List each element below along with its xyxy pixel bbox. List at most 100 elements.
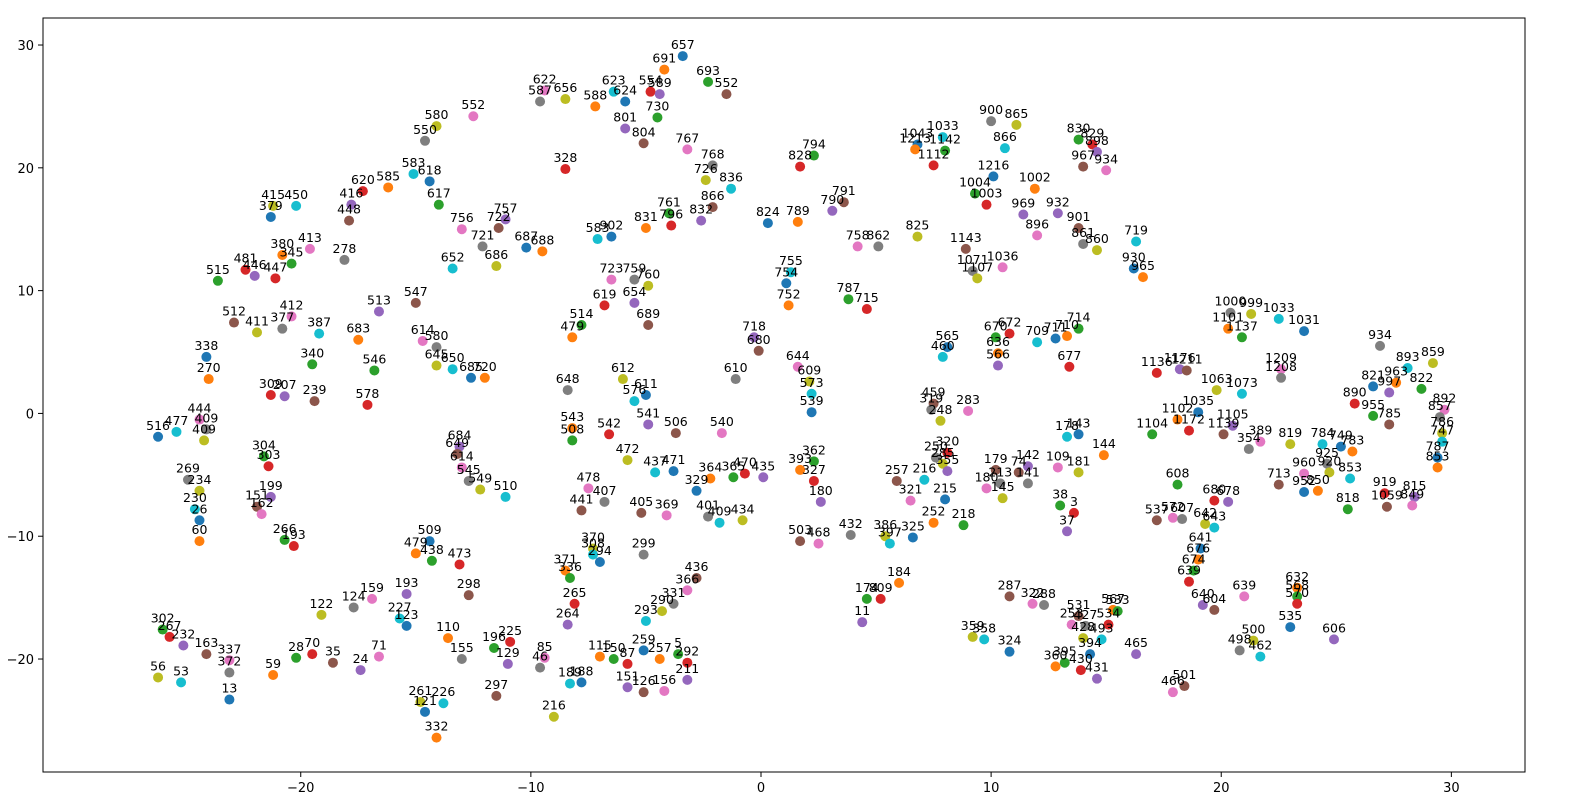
point-label: 534: [1097, 606, 1121, 621]
data-point: [1011, 119, 1022, 130]
data-point: [986, 116, 997, 127]
data-point: [587, 549, 598, 560]
point-label: 578: [356, 386, 380, 401]
point-label: 1059: [1371, 488, 1403, 503]
point-label: 389: [1248, 423, 1272, 438]
data-point: [443, 633, 454, 644]
point-label: 715: [855, 290, 879, 305]
point-label: 514: [570, 306, 594, 321]
point-label: 290: [650, 592, 674, 607]
point-label: 645: [425, 347, 449, 362]
point-label: 297: [484, 677, 508, 692]
data-point: [654, 654, 665, 665]
data-point: [562, 619, 573, 630]
data-point: [1234, 645, 1245, 656]
data-point: [153, 672, 164, 683]
data-point: [348, 602, 359, 613]
point-label: 498: [1228, 631, 1252, 646]
point-label: 614: [411, 322, 435, 337]
data-point: [1128, 263, 1139, 274]
point-label: 580: [425, 107, 449, 122]
data-point: [1188, 565, 1199, 576]
data-point: [1276, 364, 1287, 375]
point-label: 1033: [1263, 300, 1295, 315]
point-label: 573: [800, 375, 824, 390]
point-label: 329: [685, 472, 709, 487]
data-point: [562, 385, 573, 396]
point-label: 677: [1057, 348, 1081, 363]
point-label: 759: [622, 261, 646, 276]
point-label: 550: [413, 122, 437, 137]
data-point: [410, 548, 421, 559]
point-label: 412: [280, 297, 304, 312]
point-label: 691: [652, 51, 676, 66]
data-point: [972, 273, 983, 284]
point-label: 151: [616, 668, 640, 683]
data-point: [993, 348, 1004, 359]
point-label: 230: [183, 490, 207, 505]
data-point: [1062, 331, 1073, 342]
y-axis: −20 −10 0 10 20 30: [7, 39, 43, 668]
point-label: 552: [715, 75, 739, 90]
point-label: 1101: [1212, 310, 1244, 325]
data-point: [420, 135, 431, 146]
data-point: [263, 461, 274, 472]
y-tick-label: −10: [7, 530, 34, 545]
point-label: 432: [839, 516, 863, 531]
point-label: 327: [802, 462, 826, 477]
point-label: 470: [733, 455, 757, 470]
point-label: 892: [1433, 391, 1457, 406]
x-axis: −20 −10 0 10 20 30: [287, 772, 1460, 796]
data-point: [1167, 687, 1178, 698]
data-point: [1091, 146, 1102, 157]
point-label: 325: [901, 518, 925, 533]
point-label: 902: [599, 218, 623, 233]
data-point: [1432, 462, 1443, 473]
point-label: 920: [1317, 453, 1341, 468]
point-label: 430: [1069, 651, 1093, 666]
point-label: 466: [1161, 673, 1185, 688]
point-label: 264: [556, 606, 580, 621]
point-label: 789: [786, 203, 810, 218]
point-label: 1216: [978, 157, 1010, 172]
point-label: 687: [514, 229, 538, 244]
point-label: 787: [837, 280, 861, 295]
data-point: [417, 335, 428, 346]
point-label: 824: [756, 204, 780, 219]
data-point: [739, 468, 750, 479]
data-point: [785, 267, 796, 278]
point-label: 565: [935, 328, 959, 343]
data-point: [730, 374, 741, 385]
point-label: 239: [303, 382, 327, 397]
data-point: [1299, 487, 1310, 498]
point-label: 465: [1124, 635, 1148, 650]
data-point: [560, 565, 571, 576]
data-point: [935, 415, 946, 426]
point-label: 24: [353, 651, 369, 666]
point-label: 178: [1055, 418, 1079, 433]
data-point: [997, 262, 1008, 273]
data-point: [1167, 512, 1178, 523]
data-point: [1073, 611, 1084, 622]
point-label: 713: [1267, 466, 1291, 481]
data-point: [1345, 473, 1356, 484]
data-point: [940, 145, 951, 156]
data-point: [316, 609, 327, 620]
point-label: 448: [337, 202, 361, 217]
point-label: 196: [482, 629, 506, 644]
data-point: [981, 199, 992, 210]
point-label: 801: [613, 110, 637, 125]
data-point: [1078, 633, 1089, 644]
point-label: 1172: [1173, 412, 1205, 427]
point-label: 320: [935, 434, 959, 449]
data-point: [861, 304, 872, 315]
point-label: 387: [307, 315, 331, 330]
point-label: 755: [779, 253, 803, 268]
point-label: 674: [1182, 552, 1206, 567]
data-point: [981, 483, 992, 494]
point-label: 143: [1067, 415, 1091, 430]
point-label: 693: [696, 63, 720, 78]
data-point: [1112, 606, 1123, 617]
point-label: 830: [1067, 121, 1091, 136]
point-label: 234: [188, 472, 212, 487]
